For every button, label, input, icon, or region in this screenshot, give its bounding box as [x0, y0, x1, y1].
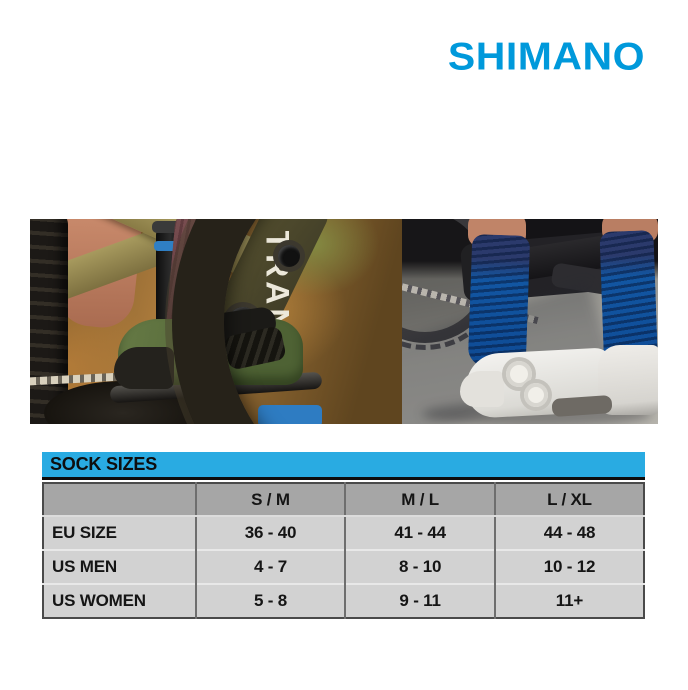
header-cell-lxl: L / XL	[493, 483, 644, 517]
row-label: US WOMEN	[43, 583, 196, 618]
cell-value: 11+	[493, 583, 644, 618]
header-cell-sm: S / M	[194, 483, 346, 517]
row-label: US MEN	[43, 549, 196, 584]
cell-value: 10 - 12	[493, 549, 644, 584]
shoe-toe-cap	[114, 347, 174, 389]
photo-mtb-scene: TRAN	[30, 219, 402, 424]
cell-value: 5 - 8	[194, 583, 346, 618]
table-row-us-women: US WOMEN 5 - 8 9 - 11 11+	[43, 583, 644, 618]
sock-size-chart: SOCK SIZES S / M M / L L / XL EU SIZE 36…	[42, 452, 645, 619]
size-table: S / M M / L L / XL EU SIZE 36 - 40 41 - …	[42, 482, 645, 619]
boa-dial	[506, 361, 532, 387]
table-row-us-men: US MEN 4 - 7 8 - 10 10 - 12	[43, 549, 644, 584]
knobby-tire-left	[30, 219, 68, 424]
cell-value: 8 - 10	[344, 549, 495, 584]
blue-sock-left	[467, 234, 531, 368]
row-label: EU SIZE	[43, 516, 196, 550]
boa-dial	[524, 383, 548, 407]
cell-value: 41 - 44	[344, 516, 495, 550]
shimano-logo: SHIMANO	[447, 34, 645, 79]
hero-banner: TRAN	[30, 219, 658, 424]
shock-blue-ring	[154, 241, 184, 251]
cell-value: 9 - 11	[344, 583, 495, 618]
cell-value: 44 - 48	[493, 516, 644, 550]
knobby-tire-right	[172, 219, 402, 424]
photo-road-scene	[402, 219, 658, 424]
cell-value: 4 - 7	[194, 549, 346, 584]
cell-value: 36 - 40	[194, 516, 346, 550]
table-row-eu-size: EU SIZE 36 - 40 41 - 44 44 - 48	[43, 516, 644, 550]
shoe-toe	[460, 371, 504, 407]
header-row: S / M M / L L / XL	[43, 483, 644, 517]
chart-title-bar: SOCK SIZES	[42, 452, 645, 480]
header-cell-ml: M / L	[344, 483, 495, 517]
header-cell-blank	[43, 483, 196, 517]
